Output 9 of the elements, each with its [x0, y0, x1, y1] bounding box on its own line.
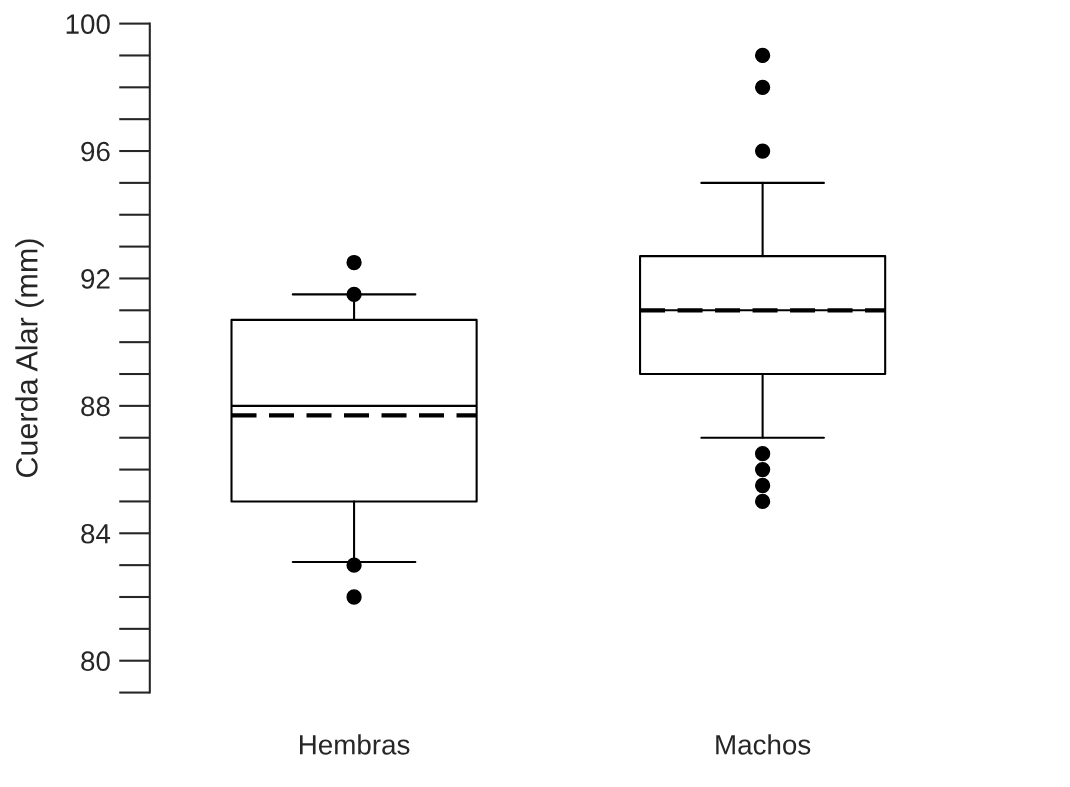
y-tick-label: 92	[81, 269, 110, 289]
y-tick-label: 80	[81, 651, 110, 672]
x-tick-label: Hembras	[300, 734, 410, 755]
y-tick-label: 100	[66, 14, 110, 34]
y-axis-title: Cuerda Alar (mm)	[15, 239, 44, 478]
y-tick-label: 96	[81, 141, 110, 162]
y-tick-label: 88	[81, 396, 110, 417]
x-tick-label: Machos	[716, 734, 811, 755]
y-tick-label: 84	[81, 523, 111, 544]
